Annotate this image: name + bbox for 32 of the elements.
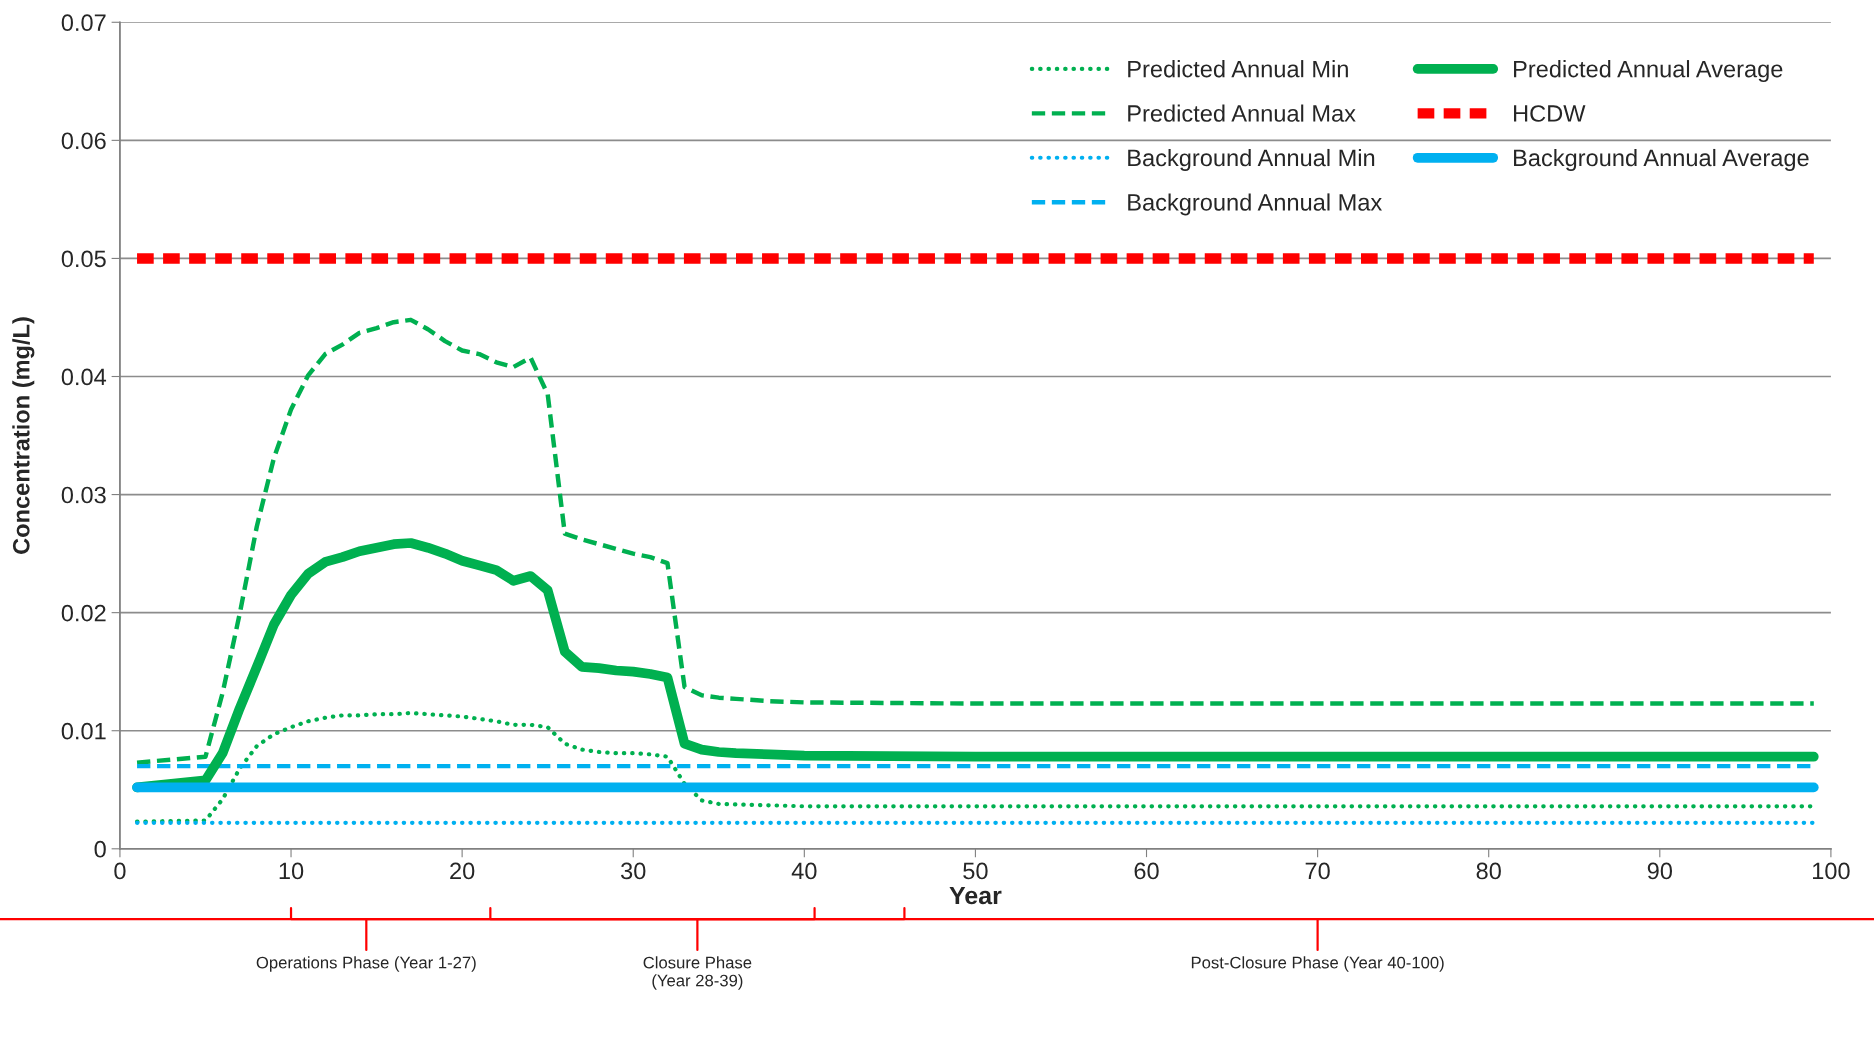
x-tick-label: 0 <box>114 862 126 880</box>
x-tick-label: 50 <box>963 862 988 880</box>
x-tick-label: 10 <box>279 862 304 880</box>
text: Operations Phase (Year 1-27) <box>256 956 476 972</box>
legend-label: Predicted Annual Average <box>1514 60 1783 83</box>
y-tick-label: 0.01 <box>61 722 106 740</box>
legend-label: Background Annual Min <box>1128 148 1375 171</box>
x-tick-label: 40 <box>791 862 817 880</box>
legend-label: Background Annual Max <box>1128 193 1382 216</box>
legend-label: Background Annual Average <box>1514 148 1809 171</box>
y-tick-label: 0.04 <box>61 368 107 386</box>
x-axis-title: Year <box>949 886 1002 905</box>
legend-label: Predicted Annual Min <box>1128 60 1348 78</box>
text: Closure Phase (Year 28-39) <box>643 956 752 990</box>
x-tick-label: 80 <box>1476 862 1501 880</box>
y-tick-label: 0 <box>94 840 106 858</box>
x-tick-label: 20 <box>450 862 475 880</box>
y-tick-label: 0.03 <box>61 486 106 504</box>
line-series <box>134 317 1817 765</box>
y-tick-label: 0.02 <box>61 604 106 622</box>
legend-label: HCDW <box>1514 105 1586 122</box>
y-axis-title: Concentration (mg/L) <box>12 317 35 554</box>
x-tick-label: 100 <box>1813 862 1850 880</box>
y-tick-label: 0.06 <box>61 132 106 150</box>
legend-label: Predicted Annual Max <box>1128 104 1356 122</box>
x-tick-label: 60 <box>1134 862 1159 880</box>
y-tick-label: 0.07 <box>61 14 106 32</box>
x-tick-label: 90 <box>1647 862 1673 880</box>
y-tick-label: 0.05 <box>61 250 106 268</box>
text: Post-Closure Phase (Year 40-100) <box>1191 956 1444 972</box>
x-tick-label: 70 <box>1305 862 1330 880</box>
x-tick-label: 30 <box>620 862 646 880</box>
